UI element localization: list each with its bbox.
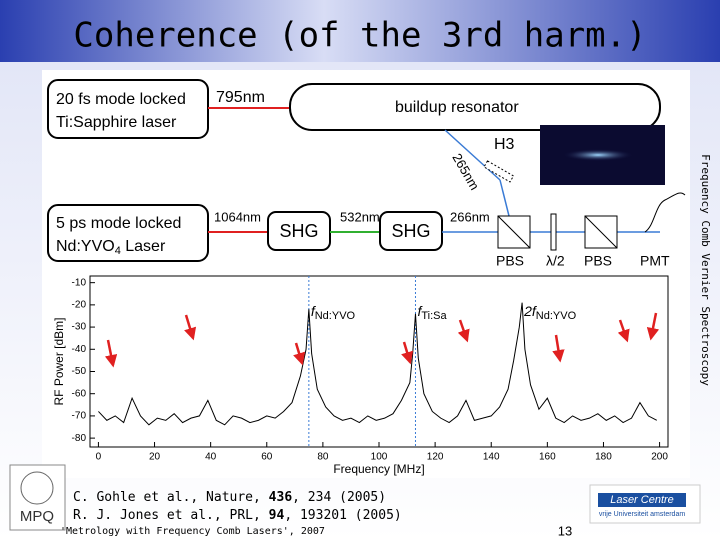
x-tick-label: 140 <box>483 452 500 463</box>
annotation-sub: Nd:YVO <box>536 310 577 322</box>
annotation-sub: Ti:Sa <box>421 310 447 322</box>
y-tick-label: -60 <box>72 388 87 399</box>
label: 20 fs mode locked <box>56 91 186 108</box>
annotation-sub: Nd:YVO <box>315 310 356 322</box>
annotation-main: 2f <box>523 303 538 319</box>
arrows <box>104 312 660 368</box>
x-tick-label: 20 <box>149 452 161 463</box>
fiber <box>644 192 686 233</box>
label: λ/2 <box>546 253 565 269</box>
y-tick-label: -80 <box>72 433 87 444</box>
crystal <box>483 160 515 183</box>
y-tick-label: -10 <box>72 277 87 288</box>
x-tick-label: 0 <box>96 452 102 463</box>
lc-logo-sub: vrije Universiteit amsterdam <box>599 511 686 518</box>
title-bar <box>0 0 720 62</box>
spectrum-plot: -80 -70 -60 -50 -40 -30 -20 -10 0 20 40 60 80 100 120 1… <box>52 275 669 476</box>
schematic: 20 fs mode locked Ti:Sapphire laser 795n… <box>47 79 686 269</box>
lc-logo-text: Laser Centre <box>610 494 674 506</box>
lc-logo-bar <box>598 493 686 507</box>
side-text: Frequency Comb Vernier Spectroscopy <box>699 154 712 386</box>
y-axis-label: RF Power [dBm] <box>52 317 66 405</box>
x-axis-label: Frequency [MHz] <box>333 462 424 476</box>
pbs-diagonal <box>497 215 531 249</box>
label: buildup resonator <box>395 99 519 116</box>
label: 1064nm <box>214 209 261 224</box>
y-tick-label: -50 <box>72 366 87 377</box>
y-tick-label: -70 <box>72 411 87 422</box>
label: SHG <box>391 221 430 241</box>
pbs-diagonal <box>584 215 618 249</box>
label: 5 ps mode locked <box>56 215 181 232</box>
x-tick-label: 60 <box>261 452 273 463</box>
label: 266nm <box>450 209 490 224</box>
reference: C. Gohle et al., Nature, 436, 234 (2005) <box>73 490 386 505</box>
label: PBS <box>584 253 612 269</box>
waveplate <box>550 213 557 251</box>
label: H3 <box>494 136 515 153</box>
title: Coherence (of the 3rd harm.) <box>73 16 646 56</box>
course: 'Metrology with Frequency Comb Lasers', … <box>60 526 325 537</box>
y-tick-label: -40 <box>72 344 87 355</box>
label: Nd:YVO4 Laser <box>56 238 166 257</box>
annotation-main: f <box>311 303 317 319</box>
mpq-logo <box>9 464 66 531</box>
x-tick-label: 180 <box>595 452 612 463</box>
page-number: 13 <box>558 523 572 538</box>
x-tick-label: 100 <box>371 452 388 463</box>
reference: R. J. Jones et al., PRL, 94, 193201 (200… <box>73 508 402 523</box>
y-tick-label: -30 <box>72 322 87 333</box>
annotation: 2fNd:YVO <box>523 303 576 322</box>
annotation: fNd:YVO <box>311 303 356 322</box>
x-tick-label: 40 <box>205 452 217 463</box>
y-tick-label: -20 <box>72 300 87 311</box>
x-tick-label: 80 <box>317 452 329 463</box>
mpq-logo-text: MPQ <box>20 508 54 525</box>
label: 532nm <box>340 209 380 224</box>
beam <box>444 129 501 181</box>
spectrum-line <box>98 302 658 426</box>
camera-spot <box>563 149 633 161</box>
x-tick-label: 200 <box>651 452 668 463</box>
resonator-box <box>289 83 661 131</box>
x-tick-label: 160 <box>539 452 556 463</box>
mpq-logo-emblem <box>20 471 54 505</box>
label: Ti:Sapphire laser <box>56 114 177 131</box>
label: SHG <box>279 221 318 241</box>
x-tick-label: 120 <box>427 452 444 463</box>
annotation: fTi:Sa <box>417 303 447 322</box>
shg-box <box>379 211 443 251</box>
label: 795nm <box>216 89 265 106</box>
label: PMT <box>640 253 670 269</box>
annotation-main: f <box>417 303 423 319</box>
label: PBS <box>496 253 524 269</box>
